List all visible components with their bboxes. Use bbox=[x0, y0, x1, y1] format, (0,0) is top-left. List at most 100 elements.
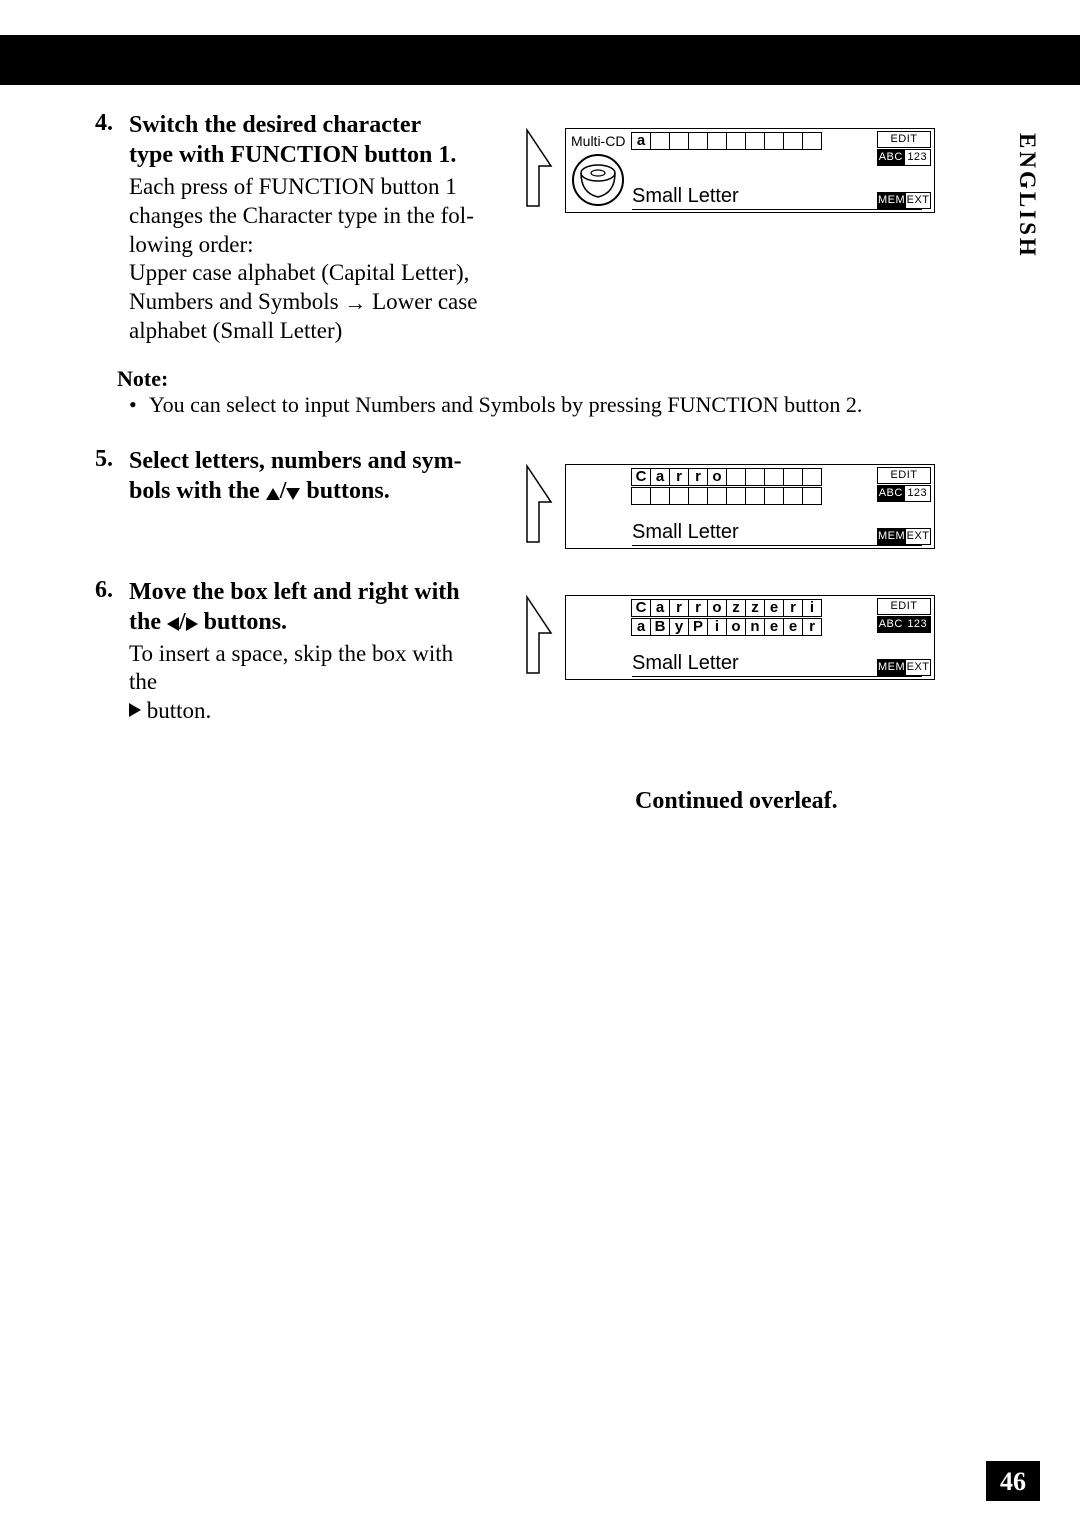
step-title-line2a: the bbox=[129, 609, 167, 635]
char-cell bbox=[745, 487, 765, 505]
char-cell: a bbox=[631, 132, 651, 150]
abc-123-label: ABC 123 bbox=[877, 616, 931, 633]
char-cell: r bbox=[669, 468, 689, 486]
char-cell: r bbox=[688, 599, 708, 617]
lcd-wrap: Multi-CD a Small Letter EDIT ABC bbox=[519, 128, 949, 213]
char-cell: i bbox=[707, 618, 727, 636]
top-banner bbox=[0, 35, 1080, 85]
desc-l2: button. bbox=[141, 698, 211, 723]
char-cell: a bbox=[650, 599, 670, 617]
mem-label: MEM bbox=[878, 193, 906, 208]
step-title-line2b: buttons. bbox=[300, 478, 389, 504]
lcd-mode: Small Letter bbox=[632, 652, 739, 675]
step-desc: Each press of FUNCTION button 1 changes … bbox=[129, 173, 479, 346]
desc-l3: lowing order: bbox=[129, 232, 254, 257]
char-cell: o bbox=[707, 468, 727, 486]
char-cell: z bbox=[726, 599, 746, 617]
triangle-up-icon bbox=[266, 488, 280, 500]
step-6: 6. Move the box left and right with the … bbox=[95, 577, 965, 726]
triangle-right-icon bbox=[186, 617, 198, 631]
char-cell bbox=[764, 132, 784, 150]
char-cell bbox=[726, 468, 746, 486]
n123-label: 123 bbox=[905, 617, 931, 632]
lcd-wrap: Carro Small Letter EDIT ABC 123 MEM bbox=[519, 464, 949, 549]
char-cell: o bbox=[726, 618, 746, 636]
edit-label: EDIT bbox=[877, 131, 931, 148]
lcd-display-5: Carro Small Letter EDIT ABC 123 MEM bbox=[565, 464, 935, 549]
char-cell bbox=[764, 468, 784, 486]
desc-l4: Upper case alphabet (Capital Letter), bbox=[129, 260, 469, 285]
desc-l5b: Lower case bbox=[366, 289, 477, 314]
char-cell: C bbox=[631, 599, 651, 617]
step-desc: To insert a space, skip the box with the… bbox=[129, 640, 479, 726]
char-cell bbox=[650, 487, 670, 505]
pointer-arrow-icon bbox=[519, 595, 559, 675]
char-row-1: Carrozzeri bbox=[632, 599, 822, 617]
char-cell: P bbox=[688, 618, 708, 636]
lcd-display-6: Carrozzeri aByPioneer Small Letter EDIT … bbox=[565, 595, 935, 680]
n123-label: 123 bbox=[905, 150, 931, 165]
continued-overleaf: Continued overleaf. bbox=[635, 788, 838, 815]
char-cell bbox=[669, 487, 689, 505]
lcd-mode: Small Letter bbox=[632, 185, 739, 208]
step-title: Switch the desired character type with F… bbox=[129, 110, 479, 170]
step-title-line2: type with FUNCTION button 1. bbox=[129, 142, 456, 168]
char-cell: e bbox=[764, 618, 784, 636]
char-cell: y bbox=[669, 618, 689, 636]
lcd-right-labels: EDIT ABC 123 bbox=[877, 467, 931, 502]
step-title-line2a: bols with the bbox=[129, 478, 266, 504]
char-cell: n bbox=[745, 618, 765, 636]
char-cell bbox=[783, 468, 803, 486]
step-number: 5. bbox=[95, 446, 129, 473]
n123-label: 123 bbox=[905, 486, 931, 501]
note-title: Note: bbox=[117, 366, 965, 392]
char-cell bbox=[707, 487, 727, 505]
pointer-arrow-icon bbox=[519, 128, 559, 208]
desc-l1: To insert a space, skip the box with the bbox=[129, 641, 453, 695]
step-title-line1: Switch the desired character bbox=[129, 112, 421, 138]
char-cell bbox=[783, 487, 803, 505]
lcd-underline bbox=[632, 209, 922, 210]
page-number: 46 bbox=[986, 1461, 1040, 1501]
mem-ext-label: MEM EXT bbox=[877, 528, 931, 545]
char-cell bbox=[688, 132, 708, 150]
step-title: Move the box left and right with the / b… bbox=[129, 577, 479, 637]
char-row-2: aByPioneer bbox=[632, 618, 822, 636]
mem-ext-label: MEM EXT bbox=[877, 192, 931, 209]
char-row-1: a bbox=[632, 132, 822, 150]
desc-l2: changes the Character type in the fol- bbox=[129, 203, 474, 228]
lcd-right-labels: EDIT ABC 123 bbox=[877, 598, 931, 633]
step-body: Switch the desired character type with F… bbox=[129, 110, 479, 346]
char-cell bbox=[688, 487, 708, 505]
char-cell: i bbox=[802, 599, 822, 617]
desc-l5a: Numbers and Symbols bbox=[129, 289, 344, 314]
abc-123-label: ABC 123 bbox=[877, 485, 931, 502]
char-cell bbox=[802, 468, 822, 486]
page-content: 4. Switch the desired character type wit… bbox=[95, 110, 965, 740]
char-cell bbox=[669, 132, 689, 150]
char-cell: r bbox=[688, 468, 708, 486]
char-cell: o bbox=[707, 599, 727, 617]
lcd-wrap: Carrozzeri aByPioneer Small Letter EDIT … bbox=[519, 595, 949, 680]
step-title-line1: Select letters, numbers and sym- bbox=[129, 448, 462, 474]
step-title-line1: Move the box left and right with bbox=[129, 579, 460, 605]
lcd-right-labels: EDIT ABC 123 bbox=[877, 131, 931, 166]
mem-label: MEM bbox=[878, 529, 906, 544]
lcd-source-label: Multi-CD bbox=[571, 133, 625, 149]
lcd-mode: Small Letter bbox=[632, 521, 739, 544]
step-body: Move the box left and right with the / b… bbox=[129, 577, 479, 726]
lcd-right-bottom: MEM EXT bbox=[877, 528, 931, 545]
step-5: 5. Select letters, numbers and sym- bols… bbox=[95, 446, 965, 549]
step-figure: Multi-CD a Small Letter EDIT ABC bbox=[519, 110, 949, 213]
char-cell bbox=[802, 132, 822, 150]
char-cell: e bbox=[783, 618, 803, 636]
lcd-underline bbox=[632, 545, 922, 546]
disc-icon bbox=[571, 153, 625, 207]
ext-label: EXT bbox=[906, 193, 930, 208]
abc-123-label: ABC 123 bbox=[877, 149, 931, 166]
note-item: You can select to input Numbers and Symb… bbox=[129, 392, 965, 418]
char-cell bbox=[764, 487, 784, 505]
step-4: 4. Switch the desired character type wit… bbox=[95, 110, 965, 346]
ext-label: EXT bbox=[906, 529, 930, 544]
step-title: Select letters, numbers and sym- bols wi… bbox=[129, 446, 479, 506]
